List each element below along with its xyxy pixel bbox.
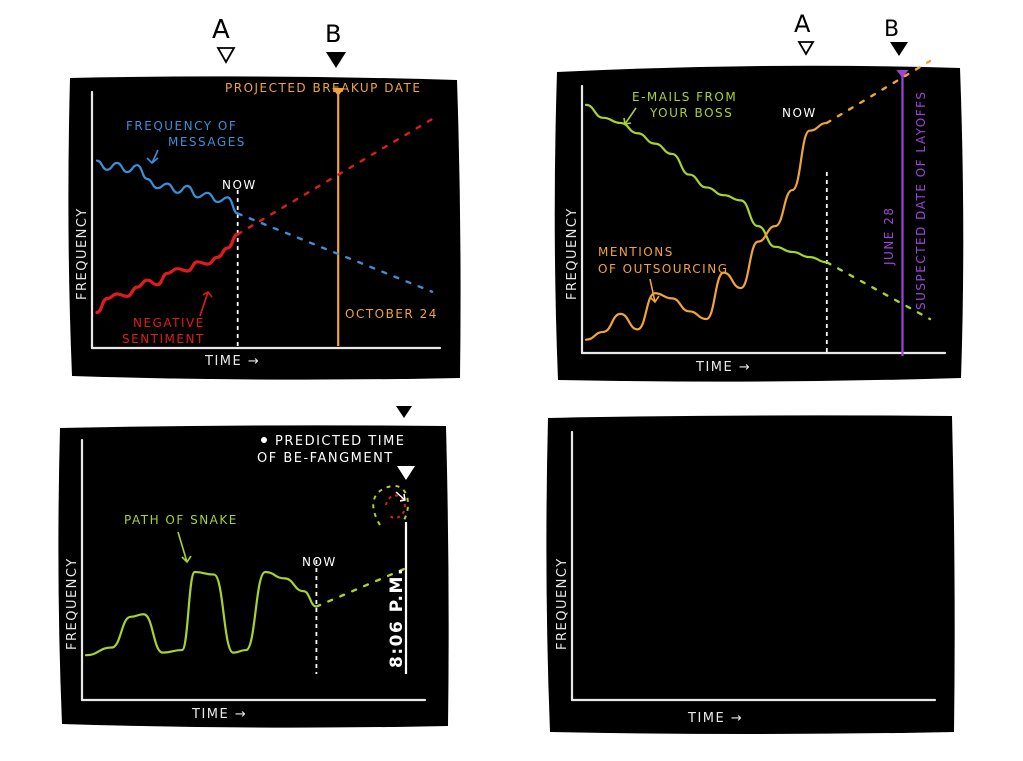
panel-1-series-label-sentiment-1: NEGATIVE xyxy=(133,316,205,330)
panel-1-series-1-line xyxy=(95,159,239,215)
panel-2-marker-label: SUSPECTED DATE OF LAYOFFS xyxy=(914,91,928,310)
panel-3-marker-date: 8:06 P.M. xyxy=(387,567,407,668)
panel-3-background xyxy=(58,425,449,728)
header-triangle-b-1 xyxy=(326,52,346,68)
panel-3-series-1-projection xyxy=(315,566,408,608)
panel-1-marker-date: OCTOBER 24 xyxy=(345,307,438,321)
panel-1-plot-area xyxy=(95,88,434,346)
header-marker-a-1: A xyxy=(212,15,231,45)
panel-3-snake-loop-red xyxy=(385,494,406,519)
panel-1-sentiment-pointer xyxy=(199,290,213,317)
panel-3-fang-arrow xyxy=(395,491,406,502)
header-marker-b-1: B xyxy=(325,20,343,48)
panel-3-snake-pointer xyxy=(177,531,192,564)
panel-1-series-label-sentiment-2: SENTIMENT xyxy=(122,332,205,346)
panel-3-bullet-icon xyxy=(261,437,267,443)
panel-1-xlabel: TIME → xyxy=(204,354,260,369)
panel-1-series-1-projection xyxy=(236,212,434,293)
panel-3-marker-label-2: OF BE-FANGMENT xyxy=(257,451,394,466)
header-triangle-a-1 xyxy=(216,47,236,64)
panel-3-plot-area xyxy=(84,522,408,674)
panel-2-series-1-line xyxy=(584,103,828,264)
panel-2-series-label-emails-1: E-MAILS FROM xyxy=(632,90,737,104)
panel-2-plot-area xyxy=(584,59,932,356)
panel-3-now-label: NOW xyxy=(302,555,337,569)
panel-2-marker-triangle xyxy=(896,70,909,78)
panel-4-xlabel: TIME → xyxy=(687,711,743,726)
panel-1-background xyxy=(68,76,461,380)
panel-2: FREQUENCY TIME → E-MAILS FROM YOUR BOSS … xyxy=(554,59,964,382)
header-triangle-a-2 xyxy=(797,41,815,56)
panel-3-series-1-line xyxy=(84,570,318,657)
panel-1-messages-pointer xyxy=(146,149,159,165)
header-marker-b-2: B xyxy=(884,17,901,42)
panel-2-series-label-outsourcing-2: OF OUTSOURCING xyxy=(598,262,729,276)
panel-1-series-label-messages-1: FREQUENCY OF xyxy=(126,119,237,133)
panel-1-ylabel: FREQUENCY xyxy=(75,207,90,300)
panel-2-series-2-line xyxy=(584,121,828,341)
panel-3-series-label-snake: PATH OF SNAKE xyxy=(124,513,238,527)
panel-2-ylabel: FREQUENCY xyxy=(565,207,580,300)
panel-1-now-label: NOW xyxy=(222,178,257,192)
panel-4: FREQUENCY TIME → xyxy=(546,415,955,734)
panel-2-outsourcing-pointer xyxy=(649,278,660,304)
header-marker-a-2: A xyxy=(794,10,812,38)
panel-2-series-label-emails-2: YOUR BOSS xyxy=(649,106,733,120)
panel-1: FREQUENCY TIME → FREQUENCY OF MESSAGES N… xyxy=(68,76,461,380)
panel-3-marker-triangle xyxy=(397,466,415,480)
panel-2-marker-date: JUNE 28 xyxy=(882,207,896,266)
panel-3-xlabel: TIME → xyxy=(191,707,247,722)
panel-3-marker-label-1: PREDICTED TIME xyxy=(275,434,406,449)
panel-2-series-label-outsourcing-1: MENTIONS xyxy=(598,245,674,259)
panel-4-ylabel: FREQUENCY xyxy=(555,557,570,650)
panel-1-marker-triangle xyxy=(332,88,345,96)
header-triangle-b-2 xyxy=(890,42,908,56)
panel-1-series-label-messages-2: MESSAGES xyxy=(168,135,246,149)
header-triangle-3 xyxy=(396,406,412,418)
panel-2-emails-pointer xyxy=(623,107,637,125)
panel-4-background xyxy=(546,415,955,734)
panel-3-ylabel: FREQUENCY xyxy=(65,557,80,650)
panel-1-series-2-line xyxy=(95,232,240,314)
panel-1-marker-label: PROJECTED BREAKUP DATE xyxy=(225,81,421,95)
panel-2-xlabel: TIME → xyxy=(695,360,751,375)
panel-3: FREQUENCY TIME → PATH OF SNAKE NOW PREDI… xyxy=(58,425,449,728)
panel-2-now-label: NOW xyxy=(782,106,817,120)
